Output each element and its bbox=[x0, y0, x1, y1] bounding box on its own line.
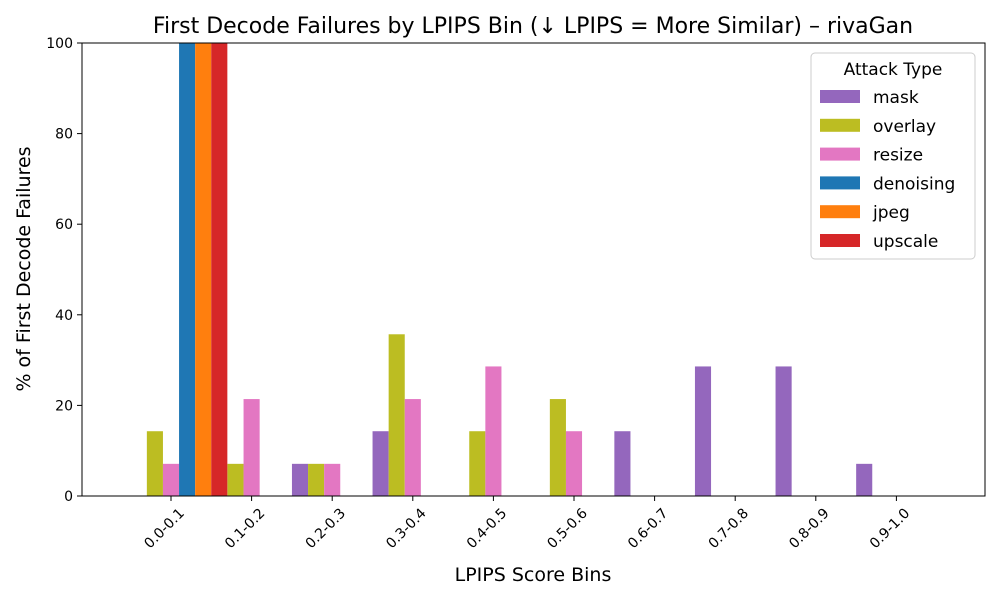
bar-mask-0.9-1.0 bbox=[856, 463, 873, 496]
bar-upscale-0.0-0.1 bbox=[211, 43, 228, 496]
bar-overlay-0.3-0.4 bbox=[388, 334, 405, 496]
x-tick-label: 0.6-0.7 bbox=[625, 506, 671, 552]
chart-title: First Decode Failures by LPIPS Bin (↓ LP… bbox=[153, 14, 913, 39]
x-tick-label: 0.9-1.0 bbox=[867, 506, 913, 552]
bar-resize-0.2-0.3 bbox=[324, 463, 341, 496]
x-axis-label: LPIPS Score Bins bbox=[455, 564, 612, 586]
x-tick-label: 0.2-0.3 bbox=[303, 506, 349, 552]
bars-layer bbox=[146, 43, 873, 496]
bar-overlay-0.5-0.6 bbox=[549, 399, 566, 496]
y-ticks: 0 20 40 60 80 100 bbox=[46, 36, 82, 505]
legend-swatch-resize bbox=[820, 147, 860, 161]
x-tick-label: 0.5-0.6 bbox=[544, 505, 590, 551]
bar-mask-0.8-0.9 bbox=[775, 366, 792, 496]
bar-mask-0.7-0.8 bbox=[694, 366, 712, 496]
bar-resize-0.5-0.6 bbox=[565, 431, 583, 496]
y-tick-label: 60 bbox=[55, 217, 73, 233]
legend-swatch-mask bbox=[820, 90, 860, 103]
bar-resize-0.0-0.1 bbox=[162, 463, 180, 496]
legend-swatch-overlay bbox=[820, 118, 860, 132]
legend-items: mask overlay resize denoising jpeg upscale bbox=[820, 88, 955, 252]
y-tick-label: 100 bbox=[46, 36, 73, 52]
bar-overlay-0.0-0.1 bbox=[146, 431, 163, 496]
y-tick-label: 20 bbox=[55, 398, 73, 414]
plot-frame bbox=[81, 42, 986, 497]
x-ticks: 0.0-0.1 0.1-0.2 0.2-0.3 0.3-0.4 0.4-0.5 0.5-0… bbox=[141, 496, 913, 552]
legend: Attack Type mask overlay resize denoising jp… bbox=[810, 52, 976, 260]
y-tick-label: 80 bbox=[55, 127, 73, 143]
y-axis-label: % of First Decode Failures bbox=[13, 146, 35, 391]
bar-overlay-0.4-0.5 bbox=[469, 431, 486, 496]
x-tick-label: 0.7-0.8 bbox=[706, 506, 752, 552]
legend-label-jpeg: jpeg bbox=[872, 203, 910, 223]
y-tick-label: 40 bbox=[55, 308, 73, 324]
bar-resize-0.4-0.5 bbox=[485, 366, 502, 496]
bar-mask-0.3-0.4 bbox=[372, 431, 389, 496]
bar-overlay-0.2-0.3 bbox=[308, 463, 325, 496]
bar-resize-0.3-0.4 bbox=[404, 399, 421, 496]
legend-label-upscale: upscale bbox=[873, 232, 938, 252]
legend-title: Attack Type bbox=[844, 60, 943, 80]
bar-resize-0.1-0.2 bbox=[243, 399, 260, 496]
legend-label-overlay: overlay bbox=[873, 117, 936, 137]
bar-mask-0.6-0.7 bbox=[614, 431, 631, 496]
x-tick-label: 0.8-0.9 bbox=[786, 506, 832, 552]
x-tick-label: 0.3-0.4 bbox=[383, 505, 429, 551]
bar-denoising-0.0-0.1 bbox=[179, 43, 196, 496]
legend-swatch-denoising bbox=[820, 176, 860, 190]
legend-label-mask: mask bbox=[873, 88, 919, 108]
bar-jpeg-0.0-0.1 bbox=[195, 43, 212, 496]
legend-label-resize: resize bbox=[873, 146, 923, 166]
legend-swatch-upscale bbox=[820, 234, 860, 247]
y-tick-label: 0 bbox=[64, 489, 73, 505]
x-tick-label: 0.1-0.2 bbox=[222, 506, 268, 552]
x-tick-label: 0.4-0.5 bbox=[464, 506, 510, 552]
legend-swatch-jpeg bbox=[820, 205, 860, 219]
x-tick-label: 0.0-0.1 bbox=[141, 506, 187, 552]
bar-mask-0.2-0.3 bbox=[291, 463, 309, 496]
bar-overlay-0.1-0.2 bbox=[227, 463, 244, 496]
legend-label-denoising: denoising bbox=[873, 174, 955, 194]
